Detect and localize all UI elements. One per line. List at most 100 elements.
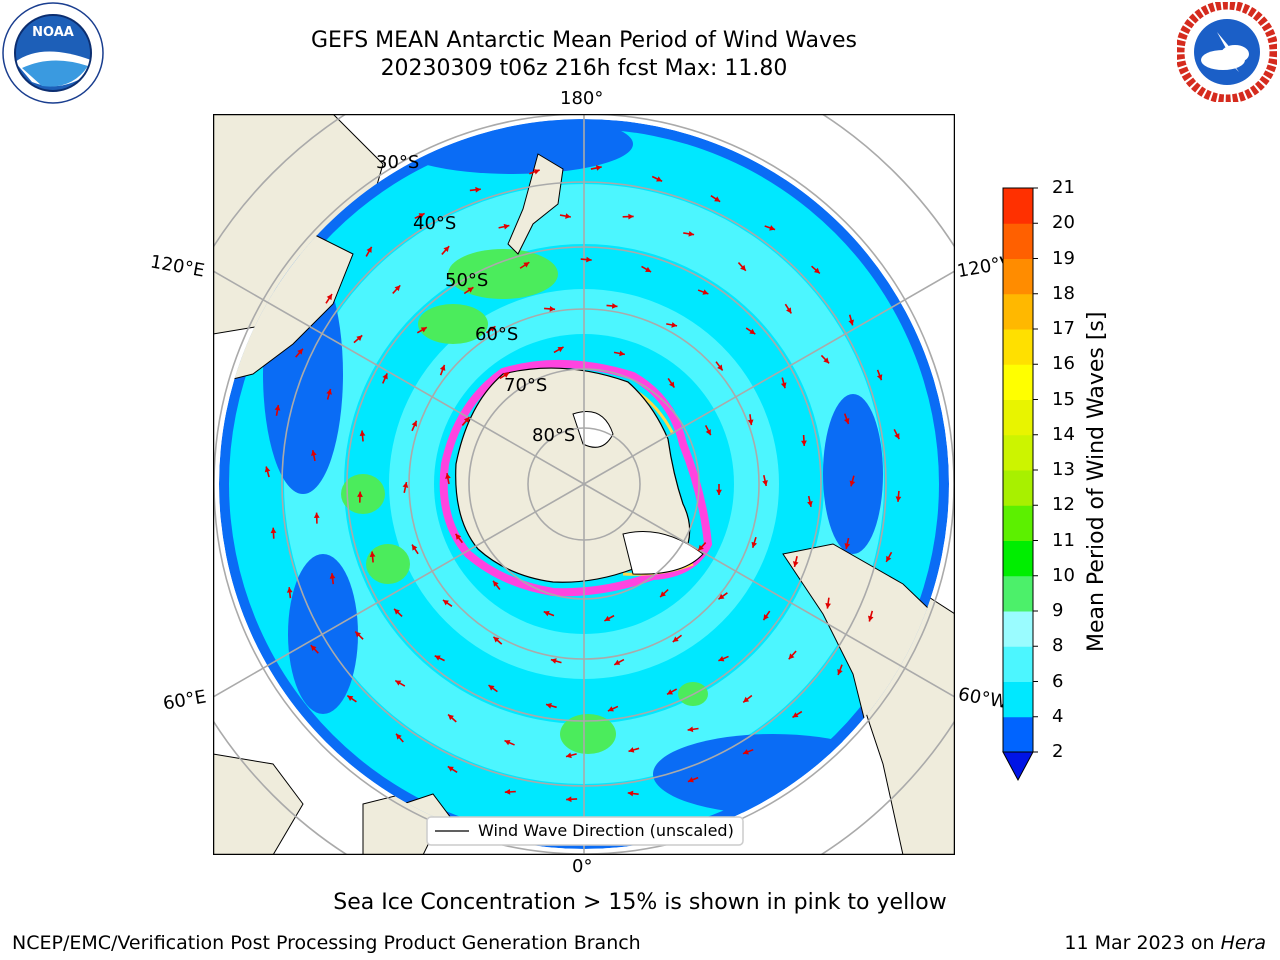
lon-label-top: 180°	[560, 88, 604, 109]
wind-arrow-head	[329, 573, 336, 579]
nws-logo	[1175, 0, 1279, 104]
map-legend	[426, 816, 744, 846]
colorbar-segment	[1003, 188, 1033, 224]
wind-arrow-head	[876, 374, 883, 381]
colorbar-segment	[1003, 223, 1033, 259]
wind-arrow-head	[705, 429, 711, 436]
noaa-logo: NOAA	[2, 2, 104, 104]
wind-arrow-head	[786, 307, 792, 314]
colorbar-tick-label: 14	[1052, 423, 1075, 445]
wind-arrow-head	[807, 501, 813, 507]
wind-arrow-head	[418, 213, 425, 219]
colorbar-segment	[1003, 399, 1033, 436]
wind-arrow-head	[801, 440, 807, 446]
lat-label-40s: 40°S	[413, 213, 457, 234]
wind-arrow-head	[628, 213, 634, 220]
wind-arrow-head	[714, 196, 721, 202]
wind-arrow-head	[565, 752, 572, 759]
wind-arrow-head	[619, 350, 625, 357]
wind-arrow-head	[382, 373, 388, 380]
colorbar-segment	[1003, 540, 1033, 577]
wind-arrow-head	[442, 599, 449, 606]
wind-arrow-head	[326, 294, 332, 301]
wind-arrow-head	[769, 225, 776, 231]
colorbar-segment	[1003, 646, 1033, 682]
colorbar-segment	[1003, 505, 1033, 541]
lon-label-bottom: 0°	[572, 856, 593, 877]
lon-label-60e: 60°E	[161, 686, 208, 715]
wind-arrow-head	[402, 482, 409, 488]
colorbar-segment	[1003, 364, 1033, 400]
wind-arrow-head	[274, 404, 281, 411]
footer-date-text: 11 Mar 2023 on	[1064, 932, 1221, 954]
colorbar-segment	[1003, 681, 1033, 718]
wind-arrow-head	[311, 450, 317, 456]
wind-arrow-head	[396, 733, 402, 740]
wind-arrow-head	[698, 544, 704, 551]
wind-arrow-head	[672, 636, 679, 642]
wind-arrow-head	[475, 186, 481, 193]
colorbar-segment	[1003, 470, 1033, 506]
colorbar-segment	[1003, 329, 1033, 365]
wind-arrow-head	[467, 287, 474, 293]
wind-arrow-head	[359, 430, 366, 437]
colorbar-tick-label: 16	[1052, 353, 1075, 375]
colorbar-tick-label: 19	[1052, 247, 1075, 269]
wind-arrow-head	[742, 749, 749, 755]
wind-arrow-head	[557, 346, 564, 353]
wind-arrow-head	[369, 551, 376, 558]
wind-arrow-head	[533, 169, 540, 175]
wind-arrow-head	[493, 580, 499, 587]
wind-arrow-head	[394, 285, 401, 292]
colorbar-segment	[1003, 716, 1033, 753]
chart-subtitle: 20230309 t06z 216h fcst Max: 11.80	[380, 56, 788, 81]
wind-arrow-head	[687, 726, 694, 733]
wind-arrow-head	[443, 246, 450, 253]
wind-arrow-head	[355, 631, 362, 638]
wind-arrow-head	[718, 593, 725, 600]
wind-arrow-head	[412, 544, 418, 551]
wind-arrow-head	[595, 165, 602, 171]
colorbar-tick-label: 12	[1052, 494, 1075, 516]
wind-arrow-head	[434, 655, 441, 661]
colorbar-tick-label: 13	[1052, 459, 1075, 480]
polar-map	[212, 113, 956, 856]
wind-arrow-head	[687, 776, 694, 783]
colorbar-tick-label: 2	[1052, 741, 1064, 762]
wind-arrow-head	[792, 712, 799, 718]
colorbar-tick-label: 17	[1052, 318, 1075, 339]
lat-label-80s: 80°S	[532, 425, 576, 446]
wind-arrow-head	[716, 489, 722, 495]
wind-arrow-head	[743, 696, 750, 703]
wind-arrow-head	[448, 714, 454, 721]
wind-arrow-head	[366, 246, 372, 253]
wind-arrow-head	[447, 766, 454, 772]
footer-host: Hera	[1220, 932, 1266, 954]
wind-arrow-head	[286, 587, 293, 593]
wind-arrow-head	[780, 382, 787, 389]
colorbar-tick-label: 9	[1052, 600, 1064, 621]
wind-arrow-head	[455, 533, 462, 540]
wind-arrow-head	[489, 326, 496, 332]
colorbar-tick-label: 8	[1052, 635, 1064, 657]
wind-arrow-head	[607, 706, 614, 712]
wind-arrow-head	[566, 796, 572, 803]
wind-arrow-head	[395, 680, 402, 686]
wind-arrow-head	[445, 473, 451, 479]
wind-arrow-head	[667, 689, 674, 695]
wind-arrow-head	[825, 602, 831, 609]
colorbar-tick-label: 11	[1052, 529, 1075, 551]
legend-label: Wind Wave Direction (unscaled)	[478, 821, 734, 840]
wind-arrow-head	[886, 555, 892, 562]
wind-arrow-head	[347, 695, 354, 701]
chart-title: GEFS MEAN Antarctic Mean Period of Wind …	[311, 28, 857, 53]
wind-arrow-head	[503, 372, 510, 378]
wind-arrow-head	[671, 322, 678, 328]
colorbar-tick-label: 20	[1052, 212, 1075, 234]
wind-arrow-head	[837, 669, 843, 675]
colorbar-segment	[1003, 575, 1033, 612]
wind-arrow-head	[843, 418, 850, 424]
wind-arrow-head	[849, 480, 856, 487]
lat-label-70s: 70°S	[504, 375, 548, 396]
wind-arrow-head	[604, 615, 611, 621]
